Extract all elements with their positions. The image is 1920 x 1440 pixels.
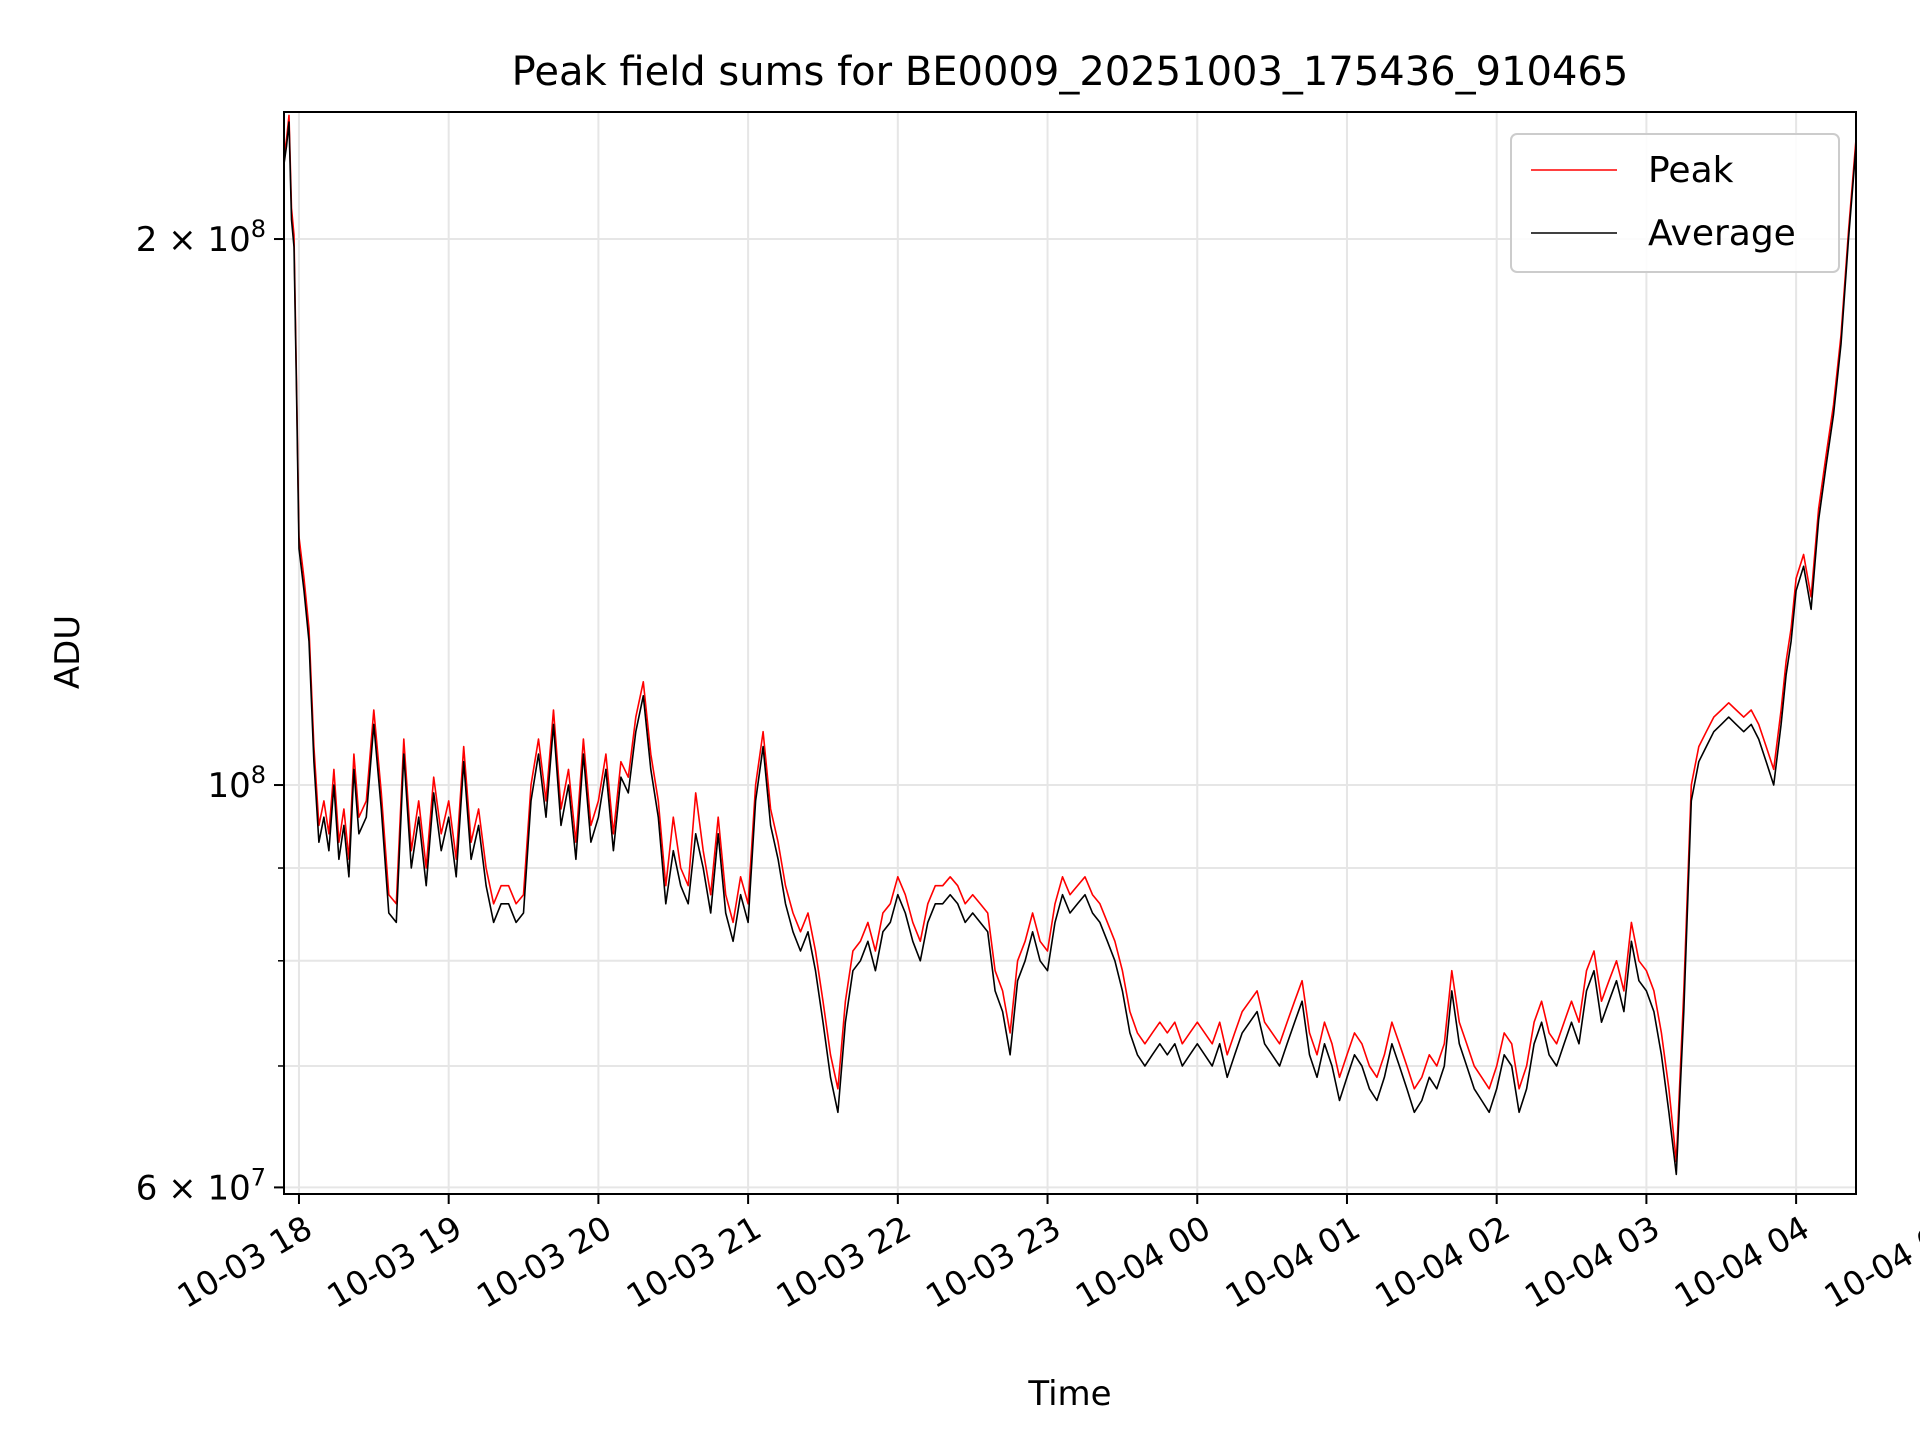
chart-title: Peak field sums for BE0009_20251003_1754… xyxy=(512,49,1629,95)
y-tick-label: 2 × 108 xyxy=(136,215,266,260)
series-line-average xyxy=(284,121,1856,1176)
x-axis-label: Time xyxy=(1027,1374,1111,1414)
y-tick-label: 6 × 107 xyxy=(136,1163,266,1208)
legend-box xyxy=(1510,133,1840,273)
legend: Peak Average xyxy=(1510,133,1840,273)
legend-label-average: Average xyxy=(1648,213,1796,254)
legend-label-peak: Peak xyxy=(1648,150,1734,191)
series-line-peak xyxy=(284,114,1856,1163)
y-axis-label: ADU xyxy=(48,615,88,689)
plot-frame xyxy=(283,111,1857,1195)
y-tick-label: 108 xyxy=(207,761,266,806)
grid-layer xyxy=(284,112,1856,1194)
series-layer xyxy=(284,114,1856,1176)
